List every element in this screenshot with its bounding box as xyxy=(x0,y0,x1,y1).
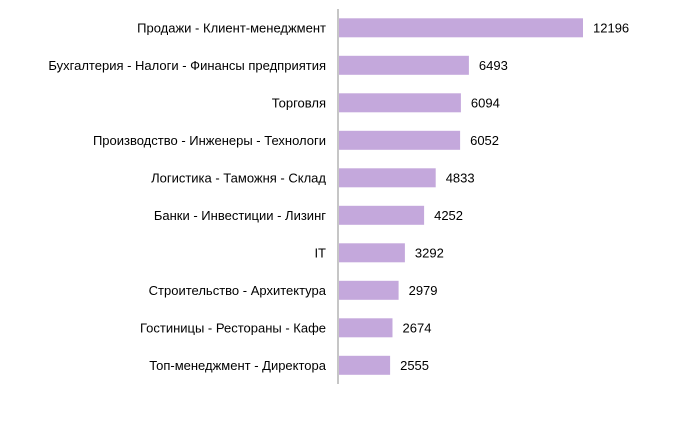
data-label: 6052 xyxy=(470,133,499,148)
category-label: Торговля xyxy=(272,95,326,110)
bar xyxy=(339,18,583,38)
bars-group xyxy=(339,18,583,375)
data-label: 4252 xyxy=(434,208,463,223)
category-label: IT xyxy=(314,245,326,260)
bar xyxy=(339,168,436,188)
category-label: Топ-менеджмент - Директора xyxy=(149,358,327,373)
bar xyxy=(339,55,469,75)
bar xyxy=(339,243,405,263)
category-label: Банки - Инвестиции - Лизинг xyxy=(154,208,326,223)
category-label: Строительство - Архитектура xyxy=(149,283,327,298)
bar xyxy=(339,280,399,300)
bar xyxy=(339,205,425,225)
data-label: 2979 xyxy=(409,283,438,298)
data-label: 2555 xyxy=(400,358,429,373)
category-label: Гостиницы - Рестораны - Кафе xyxy=(140,320,326,335)
labels-group: Продажи - Клиент-менеджмент 12196 Бухгалте… xyxy=(48,20,629,373)
bar xyxy=(339,355,391,375)
data-label: 6493 xyxy=(479,58,508,73)
data-label: 6094 xyxy=(471,95,500,110)
data-label: 3292 xyxy=(415,245,444,260)
bar xyxy=(339,93,461,113)
data-label: 4833 xyxy=(446,170,475,185)
bar xyxy=(339,130,461,150)
data-label: 2674 xyxy=(403,320,432,335)
bar xyxy=(339,318,393,338)
category-label: Производство - Инженеры - Технологи xyxy=(93,133,326,148)
category-label: Логистика - Таможня - Склад xyxy=(151,170,326,185)
category-label: Продажи - Клиент-менеджмент xyxy=(137,20,326,35)
data-label: 12196 xyxy=(593,20,629,35)
category-label: Бухгалтерия - Налоги - Финансы предприят… xyxy=(48,58,326,73)
